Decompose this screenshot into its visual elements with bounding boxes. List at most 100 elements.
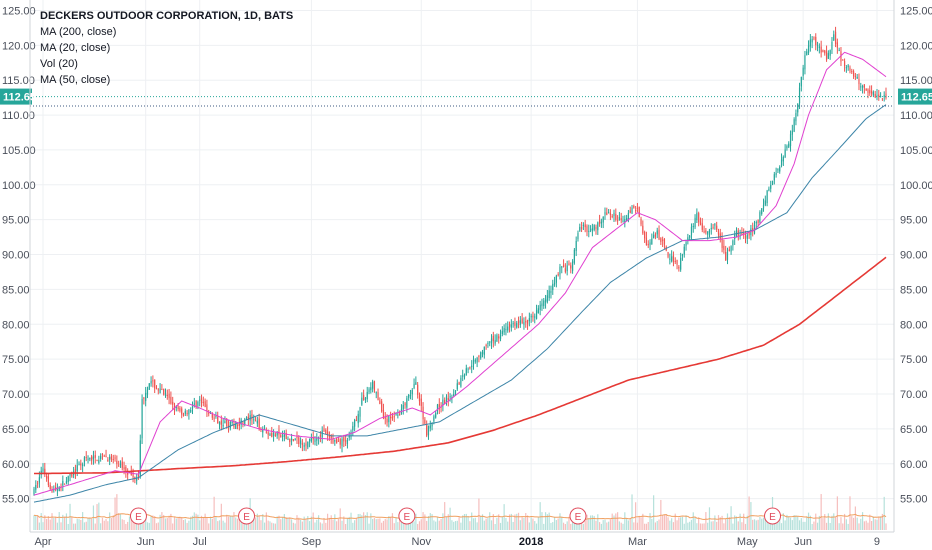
candle-body: [762, 204, 765, 209]
price-level-lines: 112.65 112.65: [0, 88, 932, 107]
volume-bar: [40, 513, 42, 530]
y-tick-right: 75.00: [900, 354, 928, 366]
legend-ma200[interactable]: MA (200, close): [40, 26, 117, 38]
volume-bar: [863, 521, 865, 530]
candle-body: [680, 257, 682, 270]
candle-body: [631, 207, 633, 214]
volume-bar: [46, 518, 48, 530]
volume-bar: [213, 496, 215, 530]
candle-body: [476, 357, 478, 363]
volume-bar: [238, 513, 240, 530]
volume-bar: [665, 514, 667, 530]
volume-bar: [631, 494, 633, 530]
candle-body: [289, 438, 291, 443]
volume-bar: [343, 516, 345, 530]
volume-bar: [564, 523, 566, 530]
y-tick-left: 85.00: [2, 284, 30, 296]
candle-body: [656, 230, 658, 235]
candle-body: [806, 51, 808, 56]
volume-bar: [103, 520, 105, 530]
candle-body: [175, 406, 177, 408]
candle-body: [393, 416, 395, 418]
volume-bar: [526, 515, 529, 530]
candle-body: [867, 89, 869, 93]
x-tick-label: Apr: [34, 536, 51, 548]
candle-body: [116, 460, 118, 465]
volume-bar: [35, 515, 37, 530]
candle-body: [328, 436, 331, 438]
volume-bar: [815, 513, 817, 530]
candle-body: [667, 252, 669, 257]
candle-body: [150, 380, 152, 384]
volume-bar: [321, 523, 323, 530]
volume-bar: [872, 516, 874, 530]
candle-body: [775, 172, 777, 175]
candle-body: [91, 456, 93, 461]
volume-bar: [537, 517, 539, 530]
candle-body: [125, 467, 127, 473]
volume-bar: [779, 518, 781, 530]
candle-body: [208, 412, 210, 414]
y-tick-left: 80.00: [2, 319, 30, 331]
volume-bar: [422, 512, 424, 530]
candle-body: [842, 59, 844, 61]
candle-body: [163, 388, 165, 395]
candle-body: [885, 93, 887, 98]
candle-body: [390, 416, 392, 419]
volume-bar: [51, 513, 53, 530]
candle-body: [202, 401, 204, 403]
candle-body: [269, 433, 271, 436]
candle-body: [179, 407, 181, 411]
candle-body: [168, 393, 170, 399]
earnings-label: E: [135, 512, 142, 523]
volume-bar: [530, 517, 532, 530]
candle-body: [186, 413, 188, 415]
volume-bar: [469, 521, 471, 530]
volume-bar: [265, 512, 267, 530]
candle-body: [37, 483, 39, 485]
candle-body: [431, 423, 433, 427]
volume-bar: [800, 518, 802, 530]
candle-body: [535, 310, 538, 319]
candle-body: [555, 275, 557, 283]
candle-body: [110, 456, 113, 460]
volume-bar: [373, 518, 376, 530]
candle-body: [359, 407, 361, 417]
candle-body: [55, 486, 57, 490]
y-tick-right: 95.00: [900, 215, 928, 227]
candle-body: [811, 39, 813, 43]
y-tick-right: 100.00: [900, 180, 932, 192]
legend-ma20[interactable]: MA (20, close): [40, 42, 111, 54]
volume-bar: [323, 517, 325, 530]
candle-body: [442, 399, 444, 406]
candle-body: [406, 398, 408, 408]
candle-body: [534, 316, 536, 318]
candle-body: [332, 438, 334, 443]
volume-bar: [490, 520, 493, 530]
volume-bar: [220, 503, 222, 530]
candle-body: [698, 213, 700, 223]
volume-bar: [528, 522, 530, 530]
volume-bar: [418, 521, 421, 530]
volume-bar: [834, 517, 837, 530]
candle-body: [571, 261, 574, 271]
candle-body: [714, 224, 716, 226]
volume-bar: [294, 523, 296, 530]
volume-bar: [696, 523, 698, 530]
volume-bar: [568, 516, 570, 530]
candle-body: [710, 227, 712, 229]
volume-bar: [211, 518, 213, 530]
volume-bar: [91, 518, 93, 530]
candle-body: [278, 429, 280, 435]
volume-bar: [553, 517, 556, 530]
candle-body: [119, 463, 122, 466]
candle-body: [348, 436, 350, 438]
candle-body: [548, 290, 550, 299]
candle-body: [530, 315, 532, 318]
candle-body: [591, 228, 593, 231]
candle-body: [728, 249, 730, 252]
candle-body: [213, 417, 215, 419]
legend-vol[interactable]: Vol (20): [40, 58, 78, 70]
legend-ma50[interactable]: MA (50, close): [40, 74, 111, 86]
